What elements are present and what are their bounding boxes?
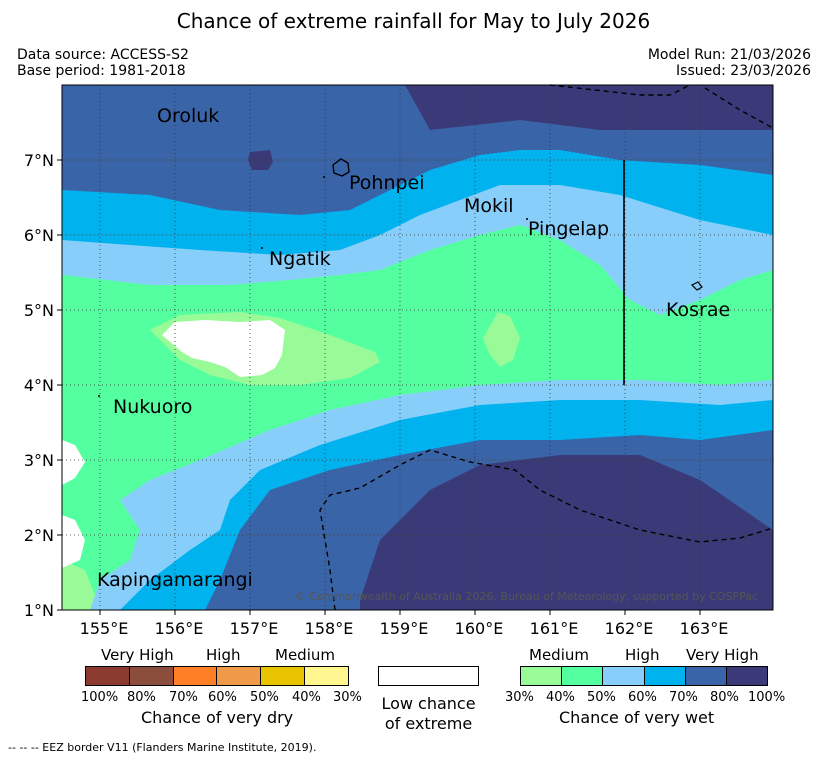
dry-pct: 30% [333,690,362,705]
lat-tick-label: 1°N [24,601,54,620]
wet-pct: 30% [505,690,534,705]
dry-high-label: High [206,646,241,664]
lat-tick-label: 7°N [24,151,54,170]
dry-caption: Chance of very dry [141,708,294,727]
dry-colorbar [85,666,349,686]
lat-tick-label: 6°N [24,226,54,245]
dry-swatch [86,667,129,685]
wet-swatch [684,667,726,685]
islet-icon [323,176,325,178]
kosrae-island-icon [690,281,703,291]
place-kosrae: Kosrae [666,299,730,321]
dry-very-high-label: Very High [101,646,174,664]
eez-border [319,84,774,611]
dry-pct: 100% [81,690,119,705]
lon-tick-label: 157°E [230,619,279,638]
map-frame [61,84,774,611]
lon-tick-label: 158°E [305,619,354,638]
dry-swatch [304,667,348,685]
wet-colorbar [520,666,768,686]
lat-tick-label: 4°N [24,376,54,395]
wet-pct: 100% [748,690,786,705]
dry-swatch [172,667,217,685]
dry-swatch [128,667,173,685]
model-run: Model Run: 21/03/2026 [647,47,811,63]
probability-field [62,85,773,610]
wet-swatch [521,667,562,685]
lon-tick-label: 155°E [80,619,129,638]
wet-very-high-label: Very High [686,646,759,664]
lon-tick-label: 163°E [680,619,729,638]
wet-caption: Chance of very wet [559,708,715,727]
dry-pct: 70% [169,690,198,705]
place-ngatik: Ngatik [269,248,331,270]
issued-date: Issued: 23/03/2026 [676,63,811,79]
lat-tick-label: 5°N [24,301,54,320]
graticule [62,85,773,610]
dry-medium-label: Medium [275,646,335,664]
copyright-notice: © Commonwealth of Australia 2026, Bureau… [295,590,758,603]
dry-swatch [216,667,261,685]
dry-pct: 80% [127,690,156,705]
wet-high-label: High [625,646,660,664]
wet-swatch [602,667,644,685]
place-oroluk: Oroluk [157,105,219,127]
lat-tick-label: 2°N [24,526,54,545]
eez-footnote: -- -- -- EEZ border V11 (Flanders Marine… [8,741,317,754]
lon-tick-label: 160°E [455,619,504,638]
place-kapingamarangi: Kapingamarangi [97,569,253,591]
dry-pct: 50% [250,690,279,705]
data-source: Data source: ACCESS-S2 [17,47,189,63]
lat-tick-label: 3°N [24,451,54,470]
low-chance-swatch [378,666,479,686]
wet-swatch [725,667,768,685]
wet-swatch [643,667,685,685]
place-nukuoro: Nukuoro [113,396,192,418]
wet-pct: 40% [546,690,575,705]
dry-pct: 60% [208,690,237,705]
wet-pct: 70% [669,690,698,705]
low-chance-caption-1: Low chance [381,694,476,713]
map-title: Chance of extreme rainfall for May to Ju… [176,9,651,33]
lon-tick-label: 156°E [155,619,204,638]
place-pohnpei: Pohnpei [349,172,425,194]
axis-ticks [57,159,701,615]
place-pingelap: Pingelap [528,218,609,240]
wet-swatch [561,667,603,685]
wet-pct: 60% [628,690,657,705]
lon-tick-label: 161°E [530,619,579,638]
dry-pct: 40% [292,690,321,705]
low-chance-caption-2: of extreme [384,714,473,733]
wet-pct: 50% [587,690,616,705]
islet-icon [526,218,528,220]
islet-icon [261,247,263,249]
wet-medium-label: Medium [529,646,589,664]
pohnpei-island-icon [332,158,350,177]
lon-tick-label: 162°E [605,619,654,638]
base-period: Base period: 1981-2018 [17,63,186,79]
islet-icon [98,395,100,397]
place-mokil: Mokil [464,195,514,217]
dry-swatch [260,667,305,685]
lon-tick-label: 159°E [380,619,429,638]
wet-pct: 80% [710,690,739,705]
